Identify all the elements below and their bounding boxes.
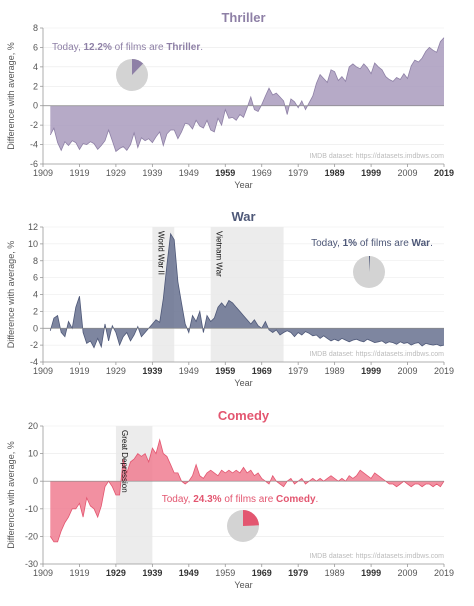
y-tick-label: 6 — [33, 273, 38, 283]
dataset-credit: IMDB dataset: https://datasets.imdbws.co… — [309, 153, 444, 160]
x-tick-label: 1909 — [33, 568, 53, 578]
chart-title: Comedy — [218, 408, 270, 423]
x-tick-label: 1969 — [252, 366, 272, 376]
share-pie-slice — [369, 255, 370, 272]
series-line — [49, 438, 445, 543]
series-area — [50, 233, 445, 348]
x-tick-label: 1939 — [142, 168, 162, 178]
y-tick-label: -6 — [30, 159, 38, 169]
x-tick-label: 2019 — [434, 168, 454, 178]
band-0 — [115, 426, 153, 564]
x-tick-label: 1939 — [142, 366, 162, 376]
x-tick-label: 1909 — [33, 168, 53, 178]
x-tick-label: 1979 — [288, 168, 308, 178]
x-tick-label: 2019 — [434, 568, 454, 578]
x-tick-label: 1959 — [215, 168, 235, 178]
band-label-0: Great Depression — [120, 430, 129, 493]
x-tick-label: 1929 — [106, 366, 126, 376]
y-tick-label: -2 — [30, 340, 38, 350]
x-axis-label: Year — [234, 180, 252, 190]
chart-war: War World War II Vietnam War -4 -2 0 2 4 6 8 10 12 1… — [6, 209, 454, 388]
x-tick-label: 1999 — [361, 366, 381, 376]
y-tick-label: 0 — [33, 101, 38, 111]
dataset-credit: IMDB dataset: https://datasets.imdbws.co… — [309, 553, 444, 560]
x-tick-label: 1919 — [69, 168, 89, 178]
y-tick-label: 10 — [28, 239, 38, 249]
dataset-credit: IMDB dataset: https://datasets.imdbws.co… — [309, 351, 444, 358]
series-line — [49, 232, 445, 349]
y-tick-label: 0 — [33, 323, 38, 333]
y-tick-label: 8 — [33, 23, 38, 33]
x-tick-label: 1939 — [142, 568, 162, 578]
x-tick-label: 1909 — [33, 366, 53, 376]
share-pie-slice — [132, 59, 144, 75]
share-pie-slice — [243, 510, 259, 526]
y-tick-label: 8 — [33, 256, 38, 266]
y-axis-label: Difference with average, % — [6, 42, 16, 149]
x-tick-label: 1949 — [179, 168, 199, 178]
y-tick-label: -2 — [30, 120, 38, 130]
chart-comedy: Comedy Great Depression -30 -20 -10 0 10 20 1909… — [6, 408, 454, 590]
series-line — [49, 37, 445, 153]
y-tick-label: 0 — [33, 476, 38, 486]
x-tick-label: 1949 — [179, 568, 199, 578]
x-tick-label: 1989 — [325, 366, 345, 376]
x-tick-label: 1959 — [215, 366, 235, 376]
series-area — [50, 37, 445, 152]
chart-title: Thriller — [221, 10, 265, 25]
chart-thriller: Thriller -6 -4 -2 0 2 4 6 8 1909 1919 1929 1939 1949 1… — [6, 10, 454, 190]
x-tick-label: 1929 — [106, 568, 126, 578]
x-axis-label: Year — [234, 378, 252, 388]
x-tick-label: 1969 — [252, 168, 272, 178]
y-tick-label: 2 — [33, 306, 38, 316]
band-label-0: World War II — [156, 231, 165, 275]
x-tick-label: 1979 — [288, 568, 308, 578]
y-tick-label: 12 — [28, 222, 38, 232]
x-tick-label: 1989 — [325, 568, 345, 578]
x-tick-label: 2009 — [398, 568, 418, 578]
x-tick-label: 1979 — [288, 366, 308, 376]
y-tick-label: -30 — [25, 559, 38, 569]
today-annotation: Today, 12.2% of films are Thriller. — [52, 42, 203, 53]
x-tick-label: 1929 — [106, 168, 126, 178]
today-annotation: Today, 1% of films are War. — [311, 238, 433, 249]
y-tick-label: -10 — [25, 504, 38, 514]
series-area — [50, 439, 445, 542]
y-tick-label: -20 — [25, 531, 38, 541]
x-tick-label: 1919 — [69, 568, 89, 578]
y-tick-label: 10 — [28, 449, 38, 459]
y-tick-label: -4 — [30, 357, 38, 367]
y-tick-label: 4 — [33, 62, 38, 72]
y-tick-label: 4 — [33, 290, 38, 300]
y-tick-label: 20 — [28, 421, 38, 431]
x-tick-label: 1969 — [252, 568, 272, 578]
today-annotation: Today, 24.3% of films are Comedy. — [162, 494, 319, 505]
y-axis-label: Difference with average, % — [6, 241, 16, 348]
x-tick-label: 1959 — [215, 568, 235, 578]
x-tick-label: 2009 — [398, 366, 418, 376]
x-tick-label: 1989 — [325, 168, 345, 178]
band-label-1: Vietnam War — [215, 231, 224, 277]
x-tick-label: 1999 — [361, 568, 381, 578]
x-tick-label: 1949 — [179, 366, 199, 376]
x-axis-label: Year — [234, 580, 252, 590]
x-tick-label: 2009 — [398, 168, 418, 178]
y-tick-label: -4 — [30, 140, 38, 150]
chart-title: War — [231, 209, 255, 224]
y-axis-label: Difference with average, % — [6, 441, 16, 548]
x-tick-label: 1999 — [361, 168, 381, 178]
x-tick-label: 2019 — [434, 366, 454, 376]
y-tick-label: 6 — [33, 42, 38, 52]
y-tick-label: 2 — [33, 81, 38, 91]
x-tick-label: 1919 — [69, 366, 89, 376]
